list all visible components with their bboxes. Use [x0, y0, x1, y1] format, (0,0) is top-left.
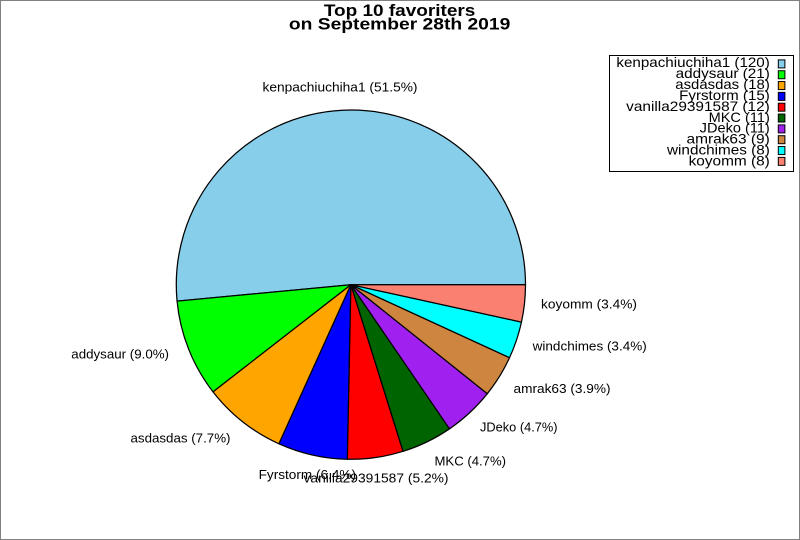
svg-text:kenpachiuchiha1 (51.5%): kenpachiuchiha1 (51.5%): [263, 80, 418, 95]
svg-text:Top 10 favoriters: Top 10 favoriters: [324, 1, 476, 20]
svg-text:Fyrstorm (15): Fyrstorm (15): [679, 88, 770, 103]
svg-text:windchimes (8): windchimes (8): [666, 143, 770, 158]
svg-text:MKC (11): MKC (11): [709, 110, 770, 125]
svg-text:asdasdas (7.7%): asdasdas (7.7%): [131, 430, 231, 445]
svg-text:MKC (4.7%): MKC (4.7%): [435, 454, 507, 469]
svg-text:addysaur (9.0%): addysaur (9.0%): [71, 346, 169, 361]
svg-text:windchimes (3.4%): windchimes (3.4%): [532, 338, 647, 353]
svg-text:koyomm (8): koyomm (8): [689, 154, 770, 169]
svg-text:vanilla29391587 (5.2%): vanilla29391587 (5.2%): [304, 470, 449, 485]
svg-text:addysaur (21): addysaur (21): [676, 66, 770, 81]
svg-text:vanilla29391587 (12): vanilla29391587 (12): [626, 99, 770, 114]
svg-text:JDeko (11): JDeko (11): [700, 121, 770, 136]
svg-text:amrak63 (3.9%): amrak63 (3.9%): [514, 381, 611, 396]
svg-text:amrak63 (9): amrak63 (9): [687, 132, 770, 147]
svg-text:on September 28th 2019: on September 28th 2019: [289, 15, 510, 34]
svg-text:koyomm (3.4%): koyomm (3.4%): [541, 297, 637, 312]
svg-text:asdasdas (18): asdasdas (18): [675, 77, 770, 92]
svg-text:Fyrstorm (6.4%): Fyrstorm (6.4%): [259, 467, 356, 482]
svg-text:kenpachiuchiha1 (120): kenpachiuchiha1 (120): [616, 55, 769, 70]
svg-text:JDeko (4.7%): JDeko (4.7%): [480, 420, 558, 435]
